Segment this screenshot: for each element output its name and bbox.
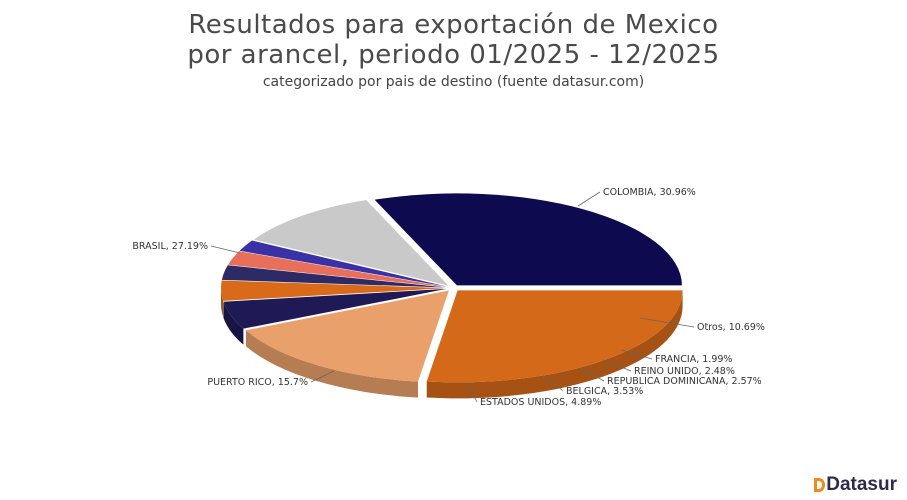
pie-slice-3 [228, 251, 447, 288]
slice-leader-line-2 [621, 349, 653, 360]
pie-slice-7 [245, 290, 449, 382]
pie-slice-side-7 [245, 330, 419, 398]
chart-title-line-1: Resultados para exportación de Mexico [188, 10, 719, 40]
slice-label-8: BRASIL, 27.19% [132, 241, 208, 252]
datasur-logo-text: Datasur [826, 474, 897, 495]
pie-slice-1 [253, 199, 449, 286]
chart-subtitle: categorizado por pais de destino (fuente… [262, 74, 645, 90]
slice-label-3: REINO UNIDO, 2.48% [634, 366, 735, 377]
pie-slice-0 [374, 193, 682, 286]
pie-slice-side-6 [223, 301, 244, 345]
pie-slice-4 [221, 265, 447, 288]
slice-label-0: COLOMBIA, 30.96% [603, 187, 696, 198]
slice-leader-line-1 [639, 317, 695, 328]
chart-title-line-2: por arancel, periodo 01/2025 - 12/2025 [187, 40, 720, 70]
pie-label-layer: COLOMBIA, 30.96% Otros, 10.69% FRANCIA, 1.… [132, 187, 765, 408]
slice-leader-line-6 [467, 383, 478, 403]
slice-label-2: FRANCIA, 1.99% [655, 354, 732, 365]
datasur-logo-icon [813, 477, 826, 493]
pie-top-layer [221, 193, 683, 383]
slice-leader-line-4 [579, 367, 605, 382]
slice-leader-line-5 [547, 377, 564, 392]
pie-slice-side-8 [426, 290, 683, 399]
slice-leader-line-8 [210, 245, 241, 254]
pie-slice-6 [223, 288, 447, 329]
slice-label-1: Otros, 10.69% [697, 322, 765, 333]
slice-leader-line-0 [577, 191, 601, 207]
slice-leader-line-3 [602, 359, 632, 372]
slice-label-5: BELGICA, 3.53% [566, 386, 643, 397]
slice-leader-line-7 [310, 370, 335, 383]
slice-label-6: ESTADOS UNIDOS, 4.89% [480, 397, 601, 408]
pie-slice-8 [426, 290, 683, 383]
pie-side-layer [221, 288, 683, 399]
slice-label-7: PUERTO RICO, 15.7% [207, 377, 308, 388]
pie-slice-5 [221, 280, 447, 301]
slice-label-4: REPUBLICA DOMINICANA, 2.57% [607, 376, 762, 387]
pie-slice-2 [239, 240, 447, 287]
datasur-logo: Datasur [813, 474, 897, 496]
pie-slice-side-5 [221, 288, 224, 317]
